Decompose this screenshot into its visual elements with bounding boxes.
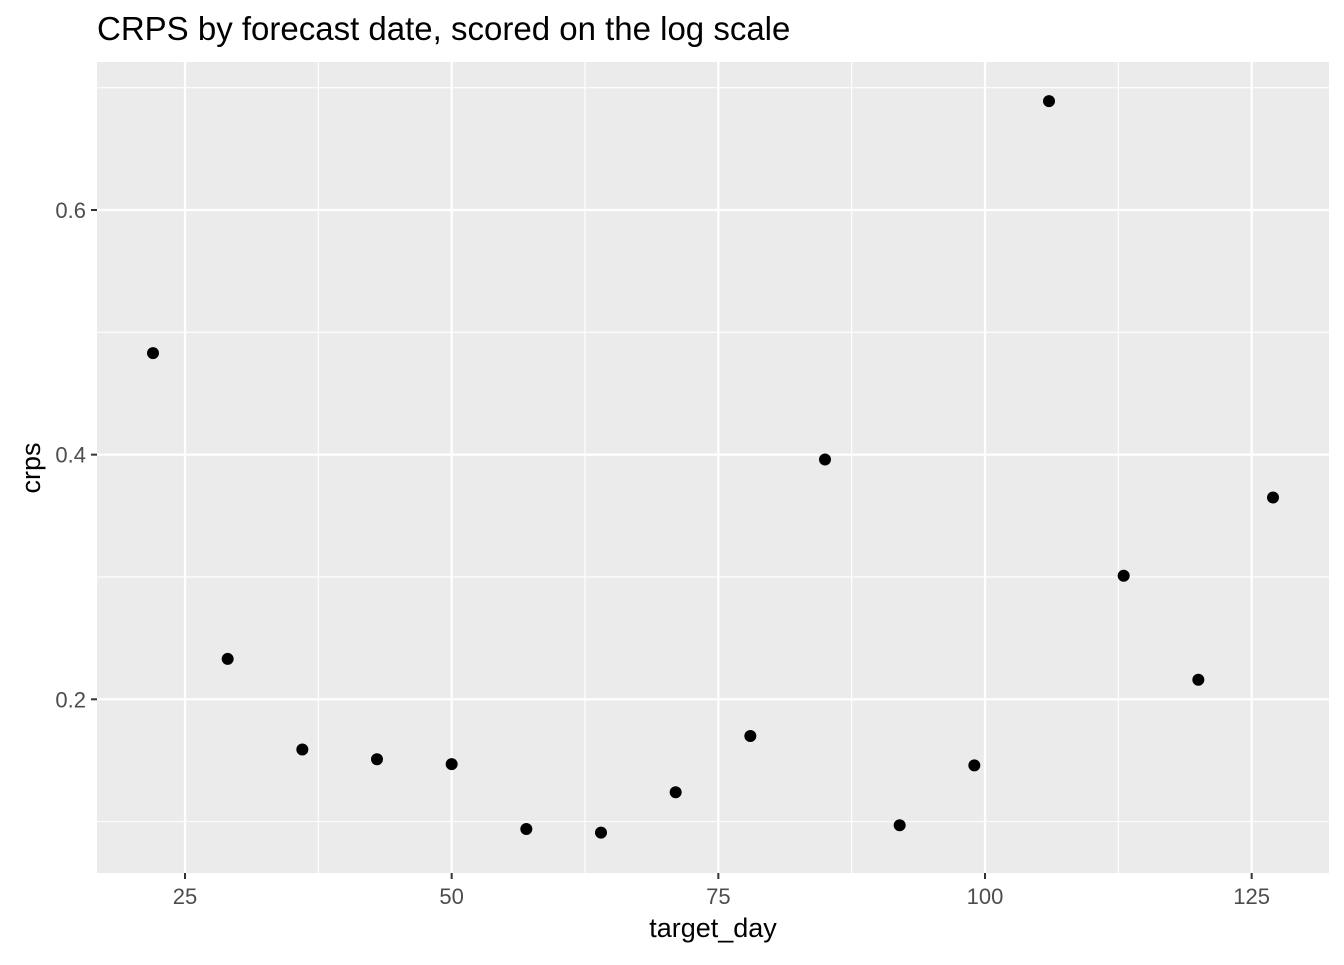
minor-gridlines [97, 62, 1329, 873]
y-axis-title: crps [16, 442, 46, 493]
data-point [669, 786, 682, 799]
data-point [1043, 95, 1055, 108]
y-tick-label: 0.4 [55, 443, 86, 468]
x-axis-title: target_day [649, 913, 777, 943]
y-tick-label: 0.6 [55, 198, 86, 223]
data-point [744, 729, 757, 742]
data-point [819, 453, 831, 466]
data-point [147, 347, 159, 360]
x-tick-label: 50 [439, 884, 463, 909]
x-tick-label: 100 [967, 884, 1004, 909]
data-point [1267, 491, 1279, 504]
data-point [296, 743, 309, 756]
x-axis: 25 50 75 100 125 [173, 873, 1270, 909]
plot-panel [97, 62, 1329, 873]
x-tick-label: 25 [173, 884, 197, 909]
data-point [1117, 569, 1130, 582]
data-point [520, 822, 533, 835]
x-tick-label: 125 [1233, 884, 1270, 909]
data-point [221, 652, 234, 665]
major-gridlines [97, 62, 1329, 873]
data-point [1192, 673, 1205, 686]
data-point [371, 753, 383, 766]
data-points [147, 95, 1279, 839]
data-point [445, 758, 458, 771]
data-point [968, 759, 981, 772]
x-tick-label: 75 [706, 884, 730, 909]
chart-title: CRPS by forecast date, scored on the log… [97, 10, 790, 47]
y-tick-label: 0.2 [55, 687, 86, 712]
y-axis: 0.2 0.4 0.6 [55, 198, 97, 712]
data-point [595, 826, 607, 839]
data-point [893, 819, 906, 832]
